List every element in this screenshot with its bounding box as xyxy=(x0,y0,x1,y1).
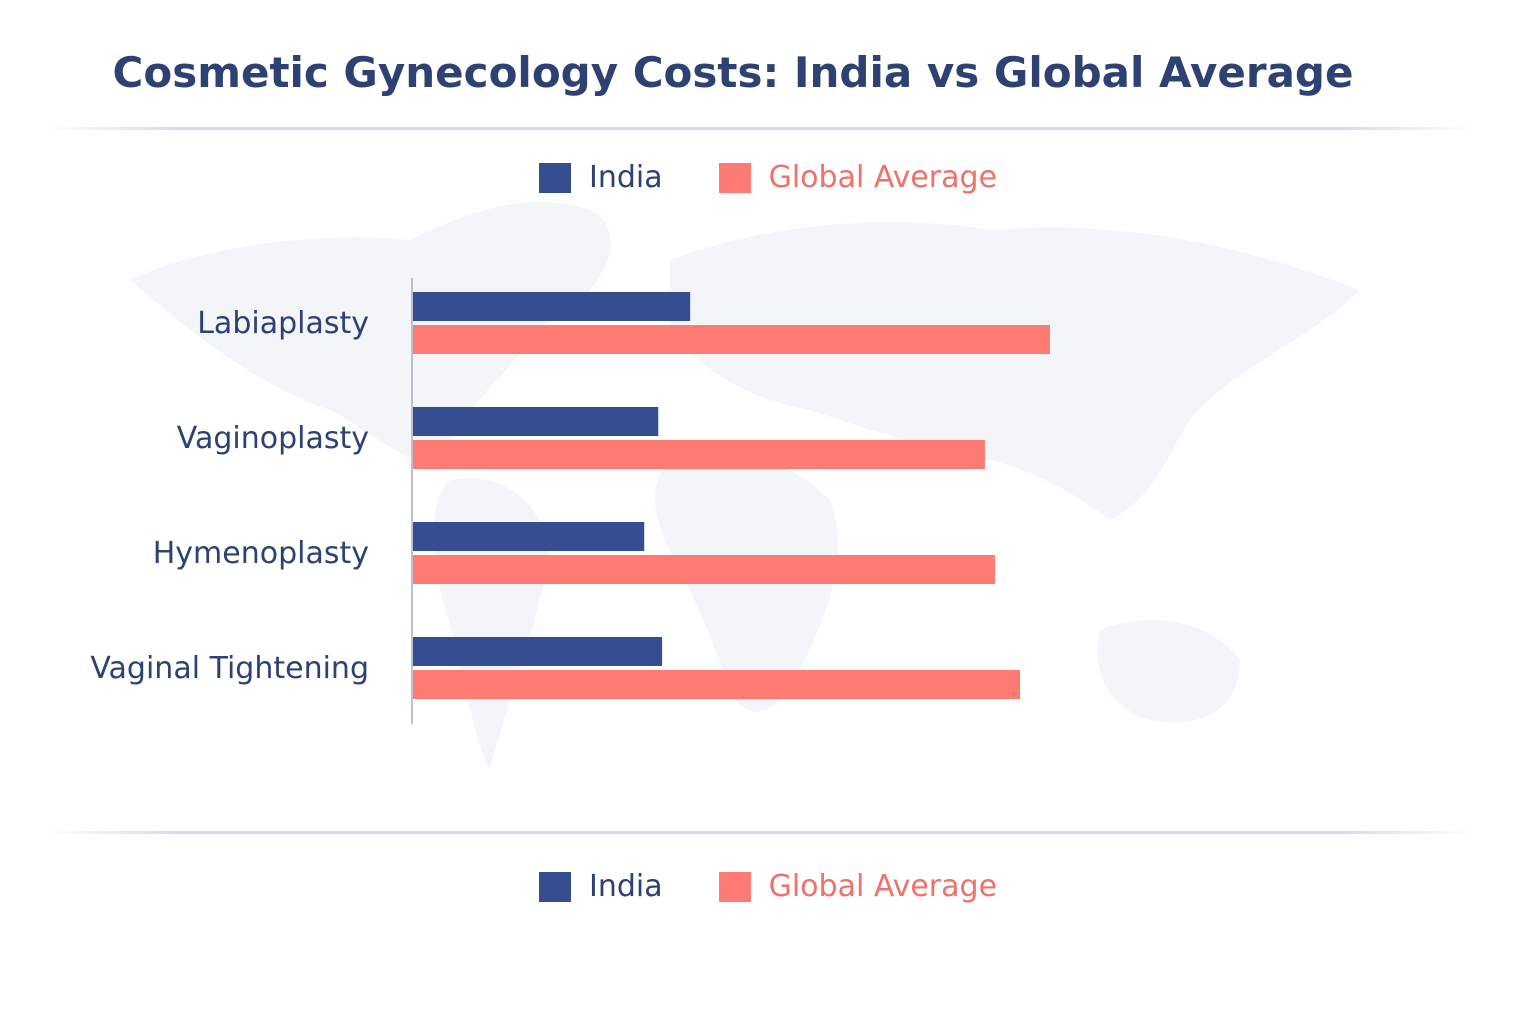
legend-label: Global Average xyxy=(768,869,998,904)
legend-bottom: India Global Average xyxy=(0,869,1536,904)
legend-top: India Global Average xyxy=(0,160,1536,195)
category-label: Labiaplasty xyxy=(197,306,369,341)
category-label: Vaginoplasty xyxy=(177,421,369,456)
category-label: Hymenoplasty xyxy=(153,536,369,571)
global-average-swatch-icon xyxy=(718,871,751,902)
india-swatch-icon xyxy=(538,871,571,902)
legend-label: Global Average xyxy=(768,160,998,195)
legend-item-india[interactable]: India xyxy=(538,160,663,195)
top-divider xyxy=(40,127,1480,130)
bottom-divider xyxy=(40,831,1480,834)
legend-item-global-average[interactable]: Global Average xyxy=(718,869,998,904)
category-label: Vaginal Tightening xyxy=(90,651,369,686)
bar-india-vaginal-tightening xyxy=(413,637,663,666)
global-average-swatch-icon xyxy=(718,162,751,193)
legend-label: India xyxy=(588,160,663,195)
bar-global-average-hymenoplasty xyxy=(413,555,996,584)
bar-global-average-labiaplasty xyxy=(413,325,1050,354)
legend-item-india[interactable]: India xyxy=(538,869,663,904)
bar-india-hymenoplasty xyxy=(413,522,645,551)
world-map-background xyxy=(130,201,1360,770)
bar-global-average-vaginal-tightening xyxy=(413,670,1021,699)
bar-india-labiaplasty xyxy=(413,292,691,321)
chart-title: Cosmetic Gynecology Costs: India vs Glob… xyxy=(112,48,1354,97)
bar-india-vaginoplasty xyxy=(413,407,659,436)
india-swatch-icon xyxy=(538,162,571,193)
legend-item-global-average[interactable]: Global Average xyxy=(718,160,998,195)
bar-global-average-vaginoplasty xyxy=(413,440,985,469)
legend-label: India xyxy=(588,869,663,904)
